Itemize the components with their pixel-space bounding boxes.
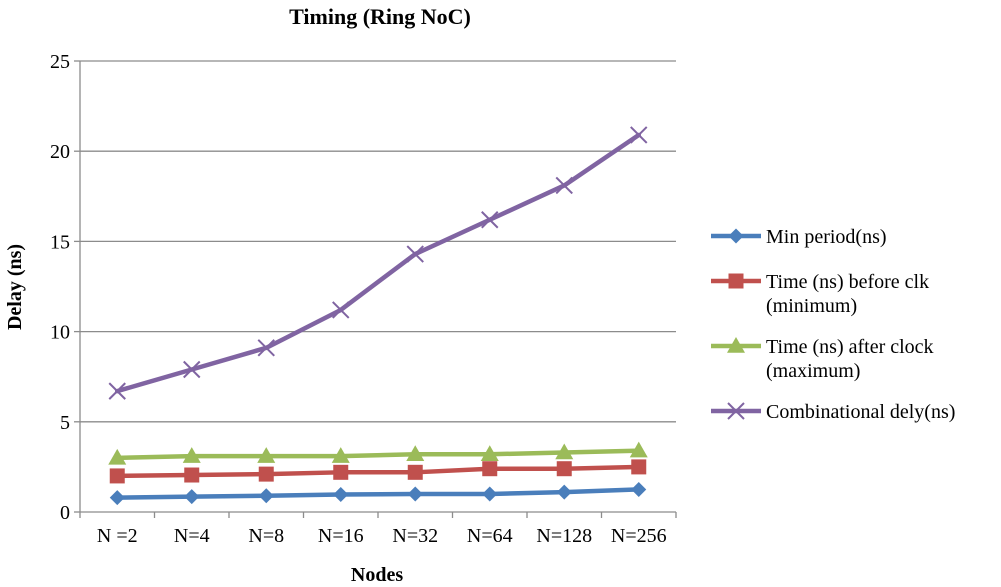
legend-label: Time (ns) after clock (766, 336, 934, 358)
y-tick-label-0: 0 (60, 502, 70, 524)
data-point-0-6 (556, 484, 572, 500)
axes: 0 5 10 15 20 25 N =2 N=4 N=8 N=16 N=32 N=64 N=128 N=2… (50, 51, 677, 547)
legend-label: Min period(ns) (766, 226, 887, 248)
data-point-2-7 (629, 441, 648, 458)
data-point-3-2 (257, 339, 275, 357)
legend-label: Combinational dely(ns) (766, 401, 955, 423)
data-point-3-5 (481, 211, 499, 229)
series-layer (108, 126, 648, 506)
legend-entry-3: Combinational dely(ns) (711, 401, 955, 423)
gridlines (80, 60, 676, 423)
legend: Min period(ns) Time (ns) before clk(minim… (711, 226, 955, 423)
y-tick-label-25: 25 (50, 51, 70, 73)
y-tick-label-15: 15 (50, 231, 70, 253)
data-point-1-2 (258, 466, 274, 482)
data-point-1-0 (109, 468, 125, 484)
x-tick-label: N=128 (536, 525, 592, 547)
series-3 (108, 126, 648, 400)
data-point-0-0 (109, 490, 125, 506)
legend-label: (minimum) (766, 295, 857, 317)
data-point-1-4 (407, 464, 423, 480)
x-tick-label: N=256 (611, 525, 667, 547)
y-axis-label: Delay (ns) (4, 244, 26, 330)
x-tick-label: N=32 (392, 525, 438, 547)
data-point-0-1 (184, 489, 200, 505)
series-line-1 (115, 464, 641, 479)
series-line-2 (115, 448, 641, 461)
data-point-1-1 (184, 467, 200, 483)
series-2 (108, 441, 648, 465)
legend-swatch-marker (727, 402, 745, 420)
data-point-0-5 (482, 486, 498, 502)
x-tick-label: N=8 (248, 525, 284, 547)
data-point-3-7 (630, 126, 648, 144)
x-tick-label: N=64 (467, 525, 513, 547)
x-tick-label: N =2 (97, 525, 138, 547)
data-point-2-0 (108, 448, 127, 465)
data-point-1-6 (556, 461, 572, 477)
legend-entry-1: Time (ns) before clk(minimum) (711, 271, 929, 317)
legend-entry-2: Time (ns) after clock(maximum) (711, 336, 934, 382)
data-point-3-6 (555, 176, 573, 195)
y-tick-label-10: 10 (50, 322, 70, 344)
data-point-0-3 (333, 487, 349, 503)
data-point-0-7 (631, 481, 647, 497)
data-point-3-0 (108, 382, 126, 400)
series-0 (109, 481, 647, 506)
x-tick-label: N=16 (318, 525, 364, 547)
data-point-0-4 (407, 486, 423, 502)
y-tick-label-20: 20 (50, 141, 70, 163)
series-1 (109, 459, 647, 484)
data-point-2-6 (555, 443, 574, 460)
legend-swatch-marker (728, 228, 744, 244)
data-point-3-3 (332, 301, 350, 319)
data-point-2-4 (406, 445, 425, 462)
data-point-2-1 (182, 447, 201, 463)
legend-label: (maximum) (766, 360, 860, 382)
x-axis-label: Nodes (351, 564, 403, 586)
data-point-3-4 (406, 245, 424, 263)
data-point-1-3 (333, 464, 349, 480)
data-point-2-3 (331, 447, 350, 463)
data-point-0-2 (258, 488, 274, 504)
data-point-1-7 (631, 459, 647, 475)
legend-swatch-marker (728, 273, 744, 289)
data-point-2-5 (480, 445, 499, 462)
x-tick-label: N=4 (174, 525, 210, 547)
series-line-0 (115, 487, 641, 500)
data-point-2-2 (257, 447, 276, 463)
series-line-3 (115, 132, 641, 394)
legend-entry-0: Min period(ns) (711, 226, 887, 248)
legend-label: Time (ns) before clk (766, 271, 929, 293)
chart-title: Timing (Ring NoC) (289, 4, 471, 29)
y-tick-label-5: 5 (60, 412, 70, 434)
data-point-3-1 (183, 360, 201, 379)
data-point-1-5 (482, 461, 498, 477)
legend-swatch-marker (727, 337, 745, 353)
